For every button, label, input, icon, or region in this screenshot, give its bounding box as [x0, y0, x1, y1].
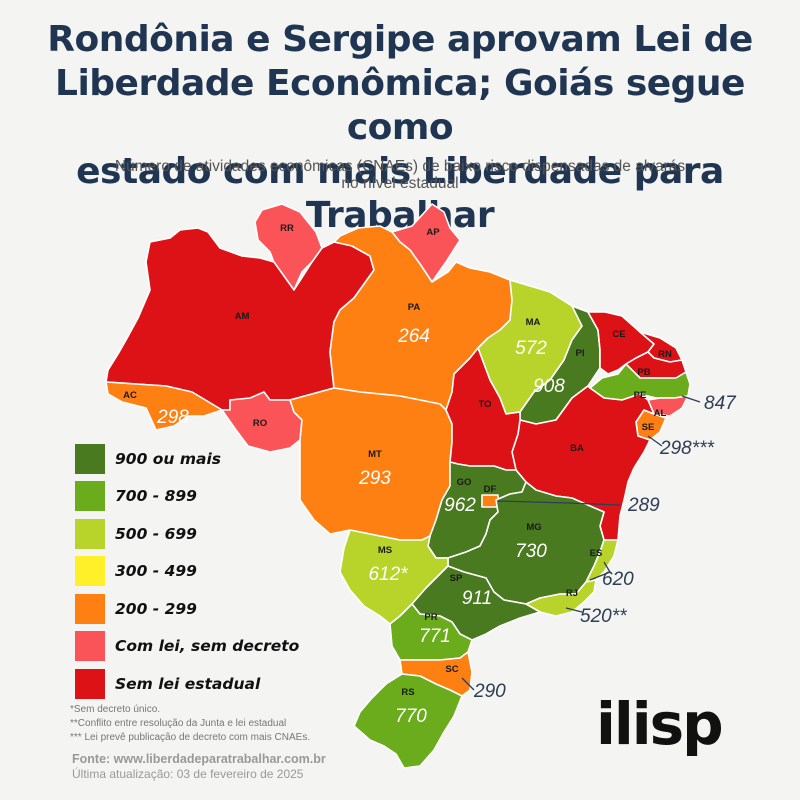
value-pr: 771: [419, 626, 451, 647]
legend-item: 200 - 299: [75, 590, 299, 628]
label-mt: MT: [368, 449, 382, 460]
value-sp: 911: [462, 588, 492, 609]
leader-rj: [565, 607, 583, 613]
legend-swatch: [75, 631, 105, 662]
legend-label: 500 - 699: [115, 524, 197, 543]
title-line: Rondônia e Sergipe aprovam Lei de: [47, 19, 753, 60]
label-ce: CE: [612, 329, 625, 340]
subtitle-line: no nível estadual: [341, 175, 459, 192]
legend-swatch: [75, 443, 105, 474]
legend-swatch: [75, 518, 105, 549]
state-rr[interactable]: [254, 203, 323, 291]
value-ms: 612*: [368, 564, 408, 585]
value-sc: 290: [473, 681, 506, 702]
source-text: Fonte: www.liberdadeparatrabalhar.com.br: [72, 752, 326, 766]
value-pe: 847: [704, 393, 737, 414]
legend-item: Com lei, sem decreto: [75, 628, 299, 666]
legend-item: 700 - 899: [75, 478, 299, 516]
footnote: **Conflito entre resolução da Junta e le…: [70, 718, 287, 729]
state-rs[interactable]: [353, 673, 463, 769]
label-al: AL: [654, 408, 667, 419]
legend-item: 500 - 699: [75, 515, 299, 553]
legend-label: 200 - 299: [115, 599, 197, 618]
leader-sc: [461, 677, 475, 691]
label-rs: RS: [401, 687, 414, 698]
updated-text: Última atualização: 03 de fevereiro de 2…: [72, 767, 304, 781]
subtitle-line: Número de atividades econômicas (CNAEs) …: [114, 158, 686, 175]
legend-item: 300 - 499: [75, 553, 299, 591]
legend-swatch: [75, 593, 105, 624]
subtitle: Número de atividades econômicas (CNAEs) …: [60, 158, 740, 192]
label-pi: PI: [576, 348, 585, 359]
legend-swatch: [75, 556, 105, 587]
value-rs: 770: [395, 706, 427, 727]
leader-df: [497, 500, 621, 506]
label-sc: SC: [445, 664, 458, 675]
label-pa: PA: [408, 302, 421, 313]
label-ac: AC: [123, 390, 137, 401]
state-ac[interactable]: [105, 381, 223, 431]
value-df: 289: [627, 495, 660, 516]
legend-label: 900 ou mais: [115, 449, 221, 468]
legend-item: Sem lei estadual: [75, 665, 299, 703]
footnote: *** Lei prevê publicação de decreto com …: [70, 732, 311, 743]
value-rj: 520**: [580, 606, 627, 627]
label-sp: SP: [450, 573, 463, 584]
footnotes: *Sem decreto único. **Conflito entre res…: [70, 703, 310, 745]
value-mt: 293: [358, 468, 391, 489]
value-se: 298***: [659, 438, 714, 459]
label-to: TO: [478, 399, 491, 410]
value-ac: 298: [156, 407, 189, 428]
value-pa: 264: [397, 326, 430, 347]
label-go: GO: [457, 477, 472, 488]
value-ma: 572: [515, 338, 547, 359]
state-rj[interactable]: [525, 579, 597, 617]
label-se: SE: [642, 422, 655, 433]
label-es: ES: [590, 548, 603, 559]
label-rr: RR: [280, 223, 294, 234]
legend-swatch: [75, 481, 105, 512]
legend-label: Sem lei estadual: [115, 674, 261, 693]
legend-swatch: [75, 668, 105, 699]
label-am: AM: [235, 311, 250, 322]
value-es: 620: [602, 569, 634, 590]
label-pr: PR: [424, 612, 437, 623]
footnote: *Sem decreto único.: [70, 704, 161, 715]
label-mg: MG: [526, 522, 541, 533]
label-df: DF: [484, 484, 497, 495]
value-mg: 730: [515, 541, 547, 562]
title-line: Liberdade Econômica; Goiás segue como: [55, 63, 745, 148]
label-ma: MA: [526, 317, 541, 328]
label-ap: AP: [426, 227, 440, 238]
value-pi: 908: [533, 376, 565, 397]
label-rj: RJ: [566, 588, 578, 599]
label-pb: PB: [637, 367, 650, 378]
legend-label: 700 - 899: [115, 487, 197, 506]
label-ba: BA: [570, 443, 584, 454]
label-pe: PE: [634, 390, 647, 401]
leader-se: [647, 435, 663, 447]
value-go: 962: [444, 495, 476, 516]
state-mt[interactable]: [289, 387, 453, 541]
label-ro: RO: [253, 418, 267, 429]
legend: 900 ou mais 700 - 899 500 - 699 300 - 49…: [75, 440, 299, 703]
label-rn: RN: [658, 349, 672, 360]
legend-item: 900 ou mais: [75, 440, 299, 478]
legend-label: 300 - 499: [115, 562, 197, 581]
label-ms: MS: [378, 545, 392, 556]
ilisp-logo: ilisp: [596, 690, 724, 758]
leader-es: [589, 561, 611, 581]
legend-label: Com lei, sem decreto: [115, 637, 300, 656]
leader-pe: [681, 395, 701, 403]
